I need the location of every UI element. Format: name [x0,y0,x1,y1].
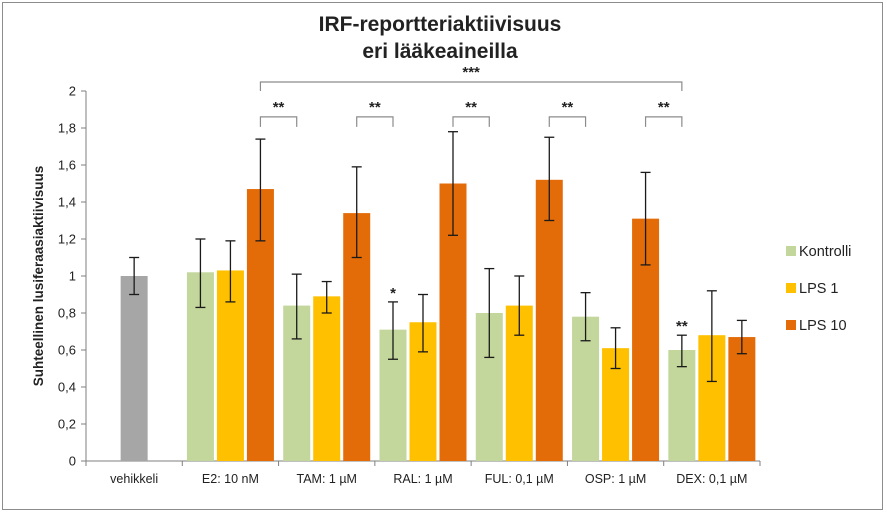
y-tick-label: 0,6 [58,343,76,358]
legend: Kontrolli LPS 1 LPS 10 [786,244,851,334]
significance-bracket [548,116,587,127]
x-category-label: FUL: 0,1 µM [485,472,554,486]
x-category-label: DEX: 0,1 µM [676,472,747,486]
significance-bracket-label: ** [465,99,477,116]
legend-label: LPS 10 [799,318,847,334]
error-bars: *** [129,131,747,383]
chart-title-line-2: eri lääkeaineilla [362,40,518,63]
bar-kontrolli [668,350,696,461]
x-category-label: OSP: 1 µM [585,472,646,486]
significance-bracket-label: ** [273,99,285,116]
chart-title-line-1: IRF-reportteriaktiivisuus [319,13,562,36]
significance-bracket [356,116,394,127]
legend-swatch-lps-1 [786,283,796,293]
bar-lps-10 [728,337,756,461]
significance-bracket-label: *** [462,64,480,81]
y-tick-label: 0,2 [58,417,76,432]
legend-label: LPS 1 [799,281,839,297]
significance-bracket [452,116,490,127]
significance-bracket [259,116,298,127]
bar-lps-10 [535,179,563,462]
y-tick-label: 1 [69,269,76,284]
x-category-label: vehikkeli [110,472,158,486]
x-category-label: TAM: 1 µM [296,472,356,486]
y-axis-label: Suhteellinen lusiferaasiaktiivisuus [31,166,46,387]
y-tick-label: 1,4 [58,195,76,210]
significance-annotation: ** [676,318,688,335]
significance-brackets: ** ** ** ** ***** [259,64,683,127]
significance-bracket-label: ** [658,99,670,116]
bars [120,179,756,462]
legend-swatch-lps-10 [786,320,796,330]
y-tick-label: 0,4 [58,380,76,395]
significance-bracket [644,116,683,127]
y-tick-label: 1,8 [58,121,76,136]
y-tick-label: 0,8 [58,306,76,321]
significance-bracket-label: ** [369,99,381,116]
y-tick-label: 2 [69,84,76,99]
x-category-label: E2: 10 nM [202,472,259,486]
bar-lps-1 [313,296,341,461]
significance-annotation: * [390,285,396,302]
legend-label: Kontrolli [799,244,851,260]
y-tick-label: 1,2 [58,232,76,247]
y-tick-label: 1,6 [58,158,76,173]
y-tick-label: 0 [69,454,76,469]
bar-vehikkeli [120,276,148,461]
significance-bracket-label: ** [562,99,574,116]
significance-bracket [259,81,683,91]
x-category-label: RAL: 1 µM [393,472,452,486]
legend-swatch-kontrolli [786,246,796,256]
